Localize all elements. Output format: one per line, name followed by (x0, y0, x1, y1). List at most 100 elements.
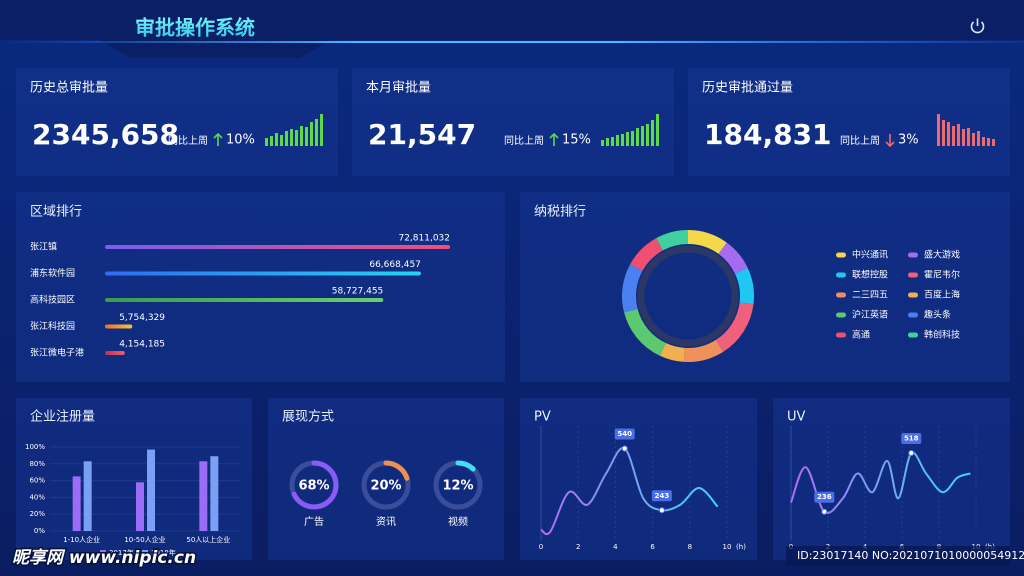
donut-segment (622, 264, 643, 313)
x-axis-label: (h) (736, 543, 746, 551)
trend-arrow (213, 132, 223, 146)
legend-label: 韩创科技 (924, 329, 960, 341)
display-card (268, 398, 504, 560)
legend-swatch (836, 272, 846, 278)
data-label: 540 (617, 430, 632, 438)
spark-bar (942, 120, 945, 146)
spark-bar (977, 131, 980, 146)
legend-swatch (100, 550, 106, 556)
spark-bar (957, 124, 960, 146)
bar (105, 298, 384, 302)
legend-label: 联想控股 (852, 269, 888, 281)
spark-bar (646, 124, 649, 146)
category-label: 张江科技园 (30, 320, 75, 332)
x-tick-label: 8 (688, 543, 692, 551)
spark-bar (265, 138, 268, 146)
header-glow (0, 41, 1024, 43)
trend-arrow (549, 132, 559, 146)
legend-swatch (908, 272, 918, 278)
x-tick-label: 0 (539, 543, 543, 551)
category-label: 高科技园区 (30, 294, 75, 306)
legend-swatch (142, 550, 148, 556)
bar (83, 461, 92, 531)
bar (105, 245, 450, 249)
y-tick-label: 80% (29, 460, 45, 468)
ring-category: 资讯 (376, 516, 396, 528)
data-label: 243 (655, 492, 670, 500)
spark-bar (315, 119, 318, 146)
legend-label: 中兴通讯 (852, 249, 888, 261)
card-title: 展现方式 (282, 409, 334, 425)
value-label: 66,668,457 (369, 260, 421, 270)
donut-segment (624, 308, 666, 356)
spark-bar (280, 135, 283, 146)
donut-segment (656, 230, 688, 251)
legend-swatch (836, 292, 846, 298)
spark-bar (641, 126, 644, 146)
legend-label: 高通 (852, 329, 870, 341)
bar (199, 461, 208, 531)
spark-bar (305, 127, 308, 146)
label-box (901, 433, 922, 445)
ring-category: 视频 (448, 515, 468, 528)
spark-bar (992, 139, 995, 146)
spark-bar (310, 122, 313, 146)
spark-bar (967, 128, 970, 146)
watermark-site: 昵享网 www.nipic.cn (12, 548, 196, 568)
donut-segment (735, 267, 754, 305)
spark-bar (606, 138, 609, 146)
legend-label: 2018年 (151, 548, 176, 557)
value-label: 58,727,455 (332, 287, 384, 297)
spark-bar (982, 137, 985, 146)
label-box (814, 491, 835, 503)
y-tick-label: 40% (29, 493, 45, 501)
y-tick-label: 0% (34, 527, 45, 535)
legend-swatch (836, 332, 846, 338)
card-title: UV (787, 410, 806, 425)
bar (72, 476, 81, 531)
kpi-card (16, 68, 338, 176)
x-tick-label: 50人以上企业 (186, 535, 230, 544)
ring-label: 68% (298, 479, 329, 494)
legend-label: 霍尼韦尔 (924, 269, 960, 281)
spark-bar (275, 133, 278, 146)
value-label: 5,754,329 (119, 313, 165, 323)
x-tick-label: 6 (650, 543, 655, 551)
point (821, 508, 828, 515)
kpi-value: 2345,658 (32, 118, 179, 151)
x-tick-label: 10 (723, 543, 732, 551)
trend-arrow (885, 134, 895, 148)
y-tick-label: 60% (29, 477, 45, 485)
watermark-id: ID:23017140 NO:20210710100000549125 (797, 549, 1024, 562)
category-label: 浦东软件园 (30, 267, 75, 279)
spark-bar (290, 129, 293, 146)
app-title: 审批操作系统 (135, 16, 255, 40)
region-card (16, 192, 505, 382)
spark-bar (952, 126, 955, 146)
donut-segment (659, 343, 685, 362)
kpi-title: 历史审批通过量 (702, 81, 793, 96)
y-tick-label: 20% (29, 510, 45, 518)
kpi-change: 15% (562, 133, 591, 148)
spark-bar (295, 130, 298, 146)
spark-bar (285, 131, 288, 146)
donut-segment (683, 339, 724, 362)
spark-bar (626, 132, 629, 146)
legend-label: 2017年 (109, 548, 134, 557)
donut-segment (688, 230, 727, 254)
kpi-compare: 同比上周 (840, 135, 880, 147)
spark-bar (270, 136, 273, 146)
x-tick-label: 1-10人企业 (63, 535, 100, 544)
kpi-compare: 同比上周 (504, 135, 544, 147)
power-button[interactable] (970, 18, 985, 34)
ring-category: 广告 (304, 515, 324, 528)
legend-swatch (908, 292, 918, 298)
kpi-value: 21,547 (368, 118, 476, 151)
bar (105, 324, 133, 329)
pv-card (520, 398, 757, 560)
spark-bar (621, 134, 624, 146)
legend-label: 盛大游戏 (924, 249, 960, 261)
kpi-value: 184,831 (704, 118, 832, 151)
value-label: 4,154,185 (119, 340, 165, 350)
legend-swatch (908, 252, 918, 258)
